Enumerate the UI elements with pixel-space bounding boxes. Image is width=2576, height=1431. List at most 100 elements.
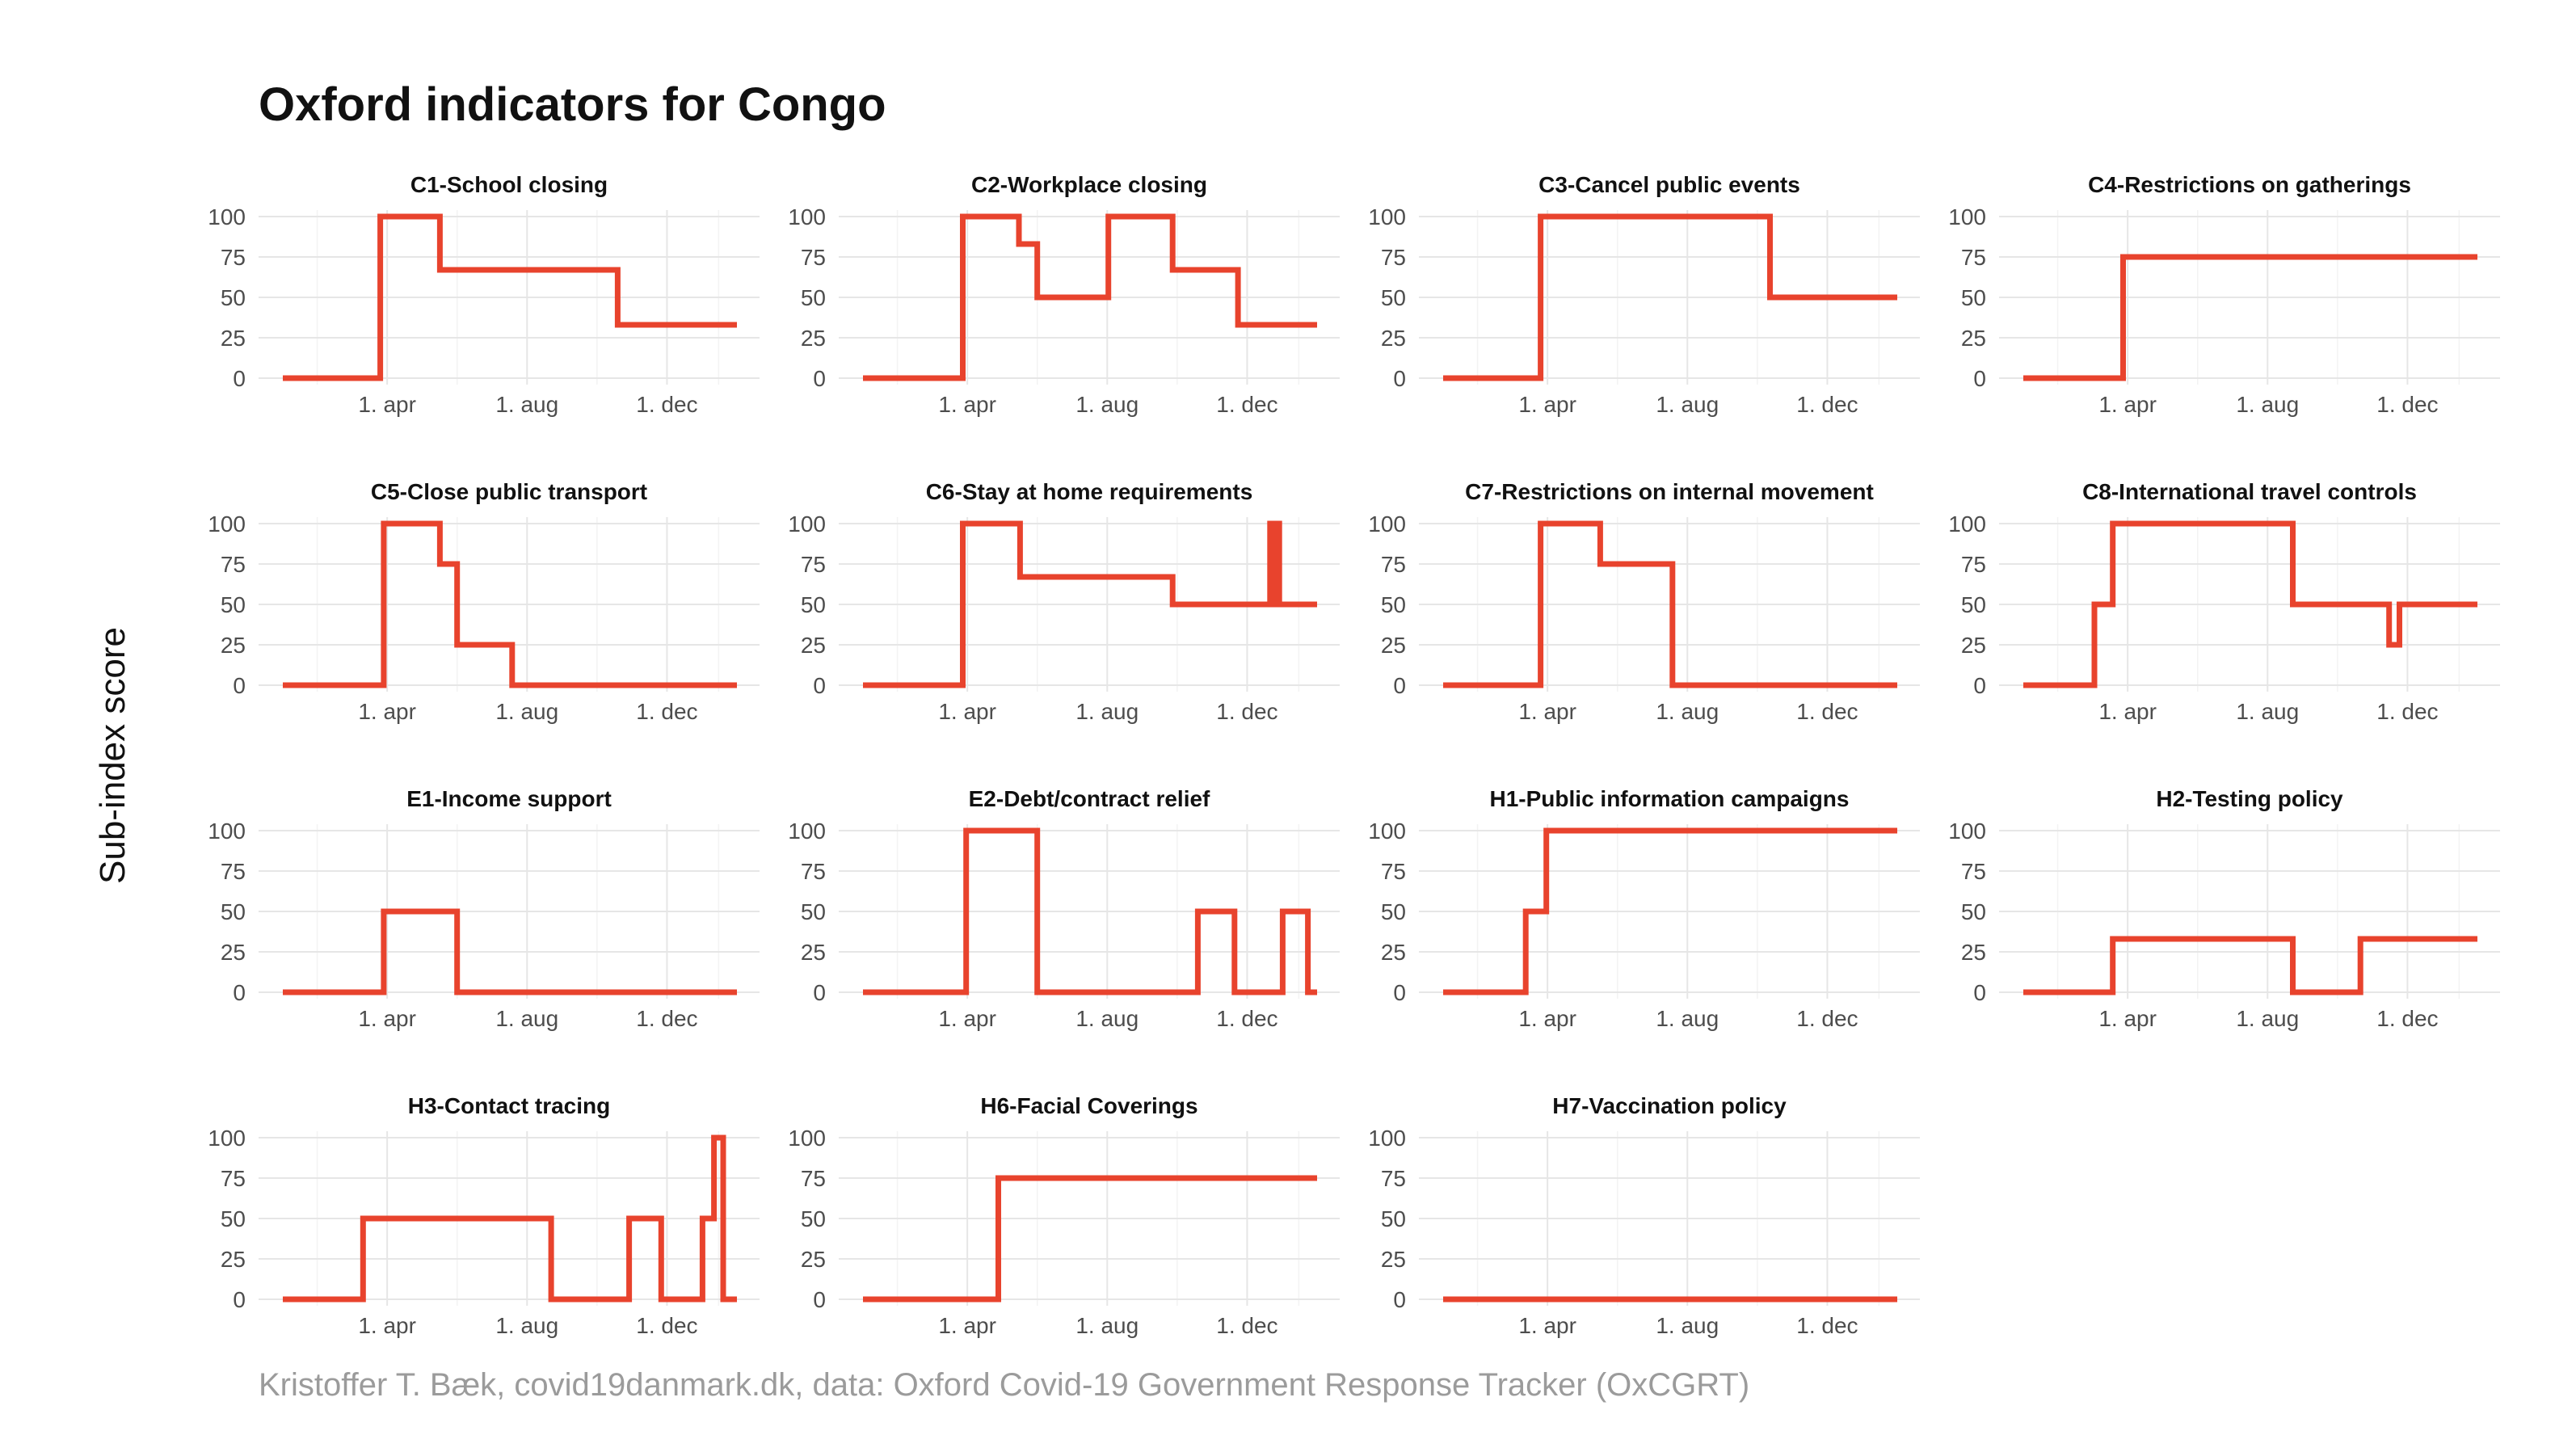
x-tick-label: 1. apr xyxy=(938,1006,996,1031)
y-tick-label: 100 xyxy=(1368,511,1406,537)
panel-title: H3-Contact tracing xyxy=(408,1093,610,1118)
facet-panel: 0 25 50 75 100 1. apr 1. aug 1. dec C4-Restricti… xyxy=(1948,172,2500,417)
y-tick-label: 0 xyxy=(233,1287,246,1312)
y-tick-label: 0 xyxy=(1393,366,1406,391)
facet-panel: 0 25 50 75 100 1. apr 1. aug 1. dec C7-Restricti… xyxy=(1368,479,1920,724)
caption: Kristoffer T. Bæk, covid19danmark.dk, da… xyxy=(259,1367,1750,1403)
x-tick-label: 1. aug xyxy=(2236,1006,2299,1031)
y-tick-label: 75 xyxy=(801,552,826,577)
x-tick-label: 1. aug xyxy=(495,392,558,417)
y-tick-label: 50 xyxy=(221,592,246,617)
x-tick-label: 1. apr xyxy=(938,699,996,724)
y-tick-label: 100 xyxy=(788,204,826,229)
series-line xyxy=(283,520,737,688)
x-tick-label: 1. aug xyxy=(1075,1006,1139,1031)
panel-title: C4-Restrictions on gatherings xyxy=(2088,172,2411,197)
y-tick-label: 75 xyxy=(221,245,246,270)
y-tick-label: 0 xyxy=(233,366,246,391)
panel-title: C1-School closing xyxy=(410,172,608,197)
series-line xyxy=(1443,213,1897,381)
y-tick-label: 25 xyxy=(801,940,826,965)
x-tick-label: 1. apr xyxy=(358,1006,416,1031)
y-tick-label: 25 xyxy=(1381,326,1406,351)
x-tick-label: 1. apr xyxy=(358,699,416,724)
panel-title: H7-Vaccination policy xyxy=(1552,1093,1787,1118)
panel-title: H2-Testing policy xyxy=(2156,786,2343,811)
x-tick-label: 1. apr xyxy=(2098,699,2157,724)
x-tick-label: 1. apr xyxy=(1518,392,1576,417)
y-tick-label: 75 xyxy=(1381,859,1406,884)
y-tick-label: 100 xyxy=(788,819,826,844)
series-line xyxy=(283,213,737,381)
y-tick-label: 25 xyxy=(1381,940,1406,965)
y-tick-label: 75 xyxy=(1961,245,1986,270)
y-tick-label: 75 xyxy=(801,1166,826,1191)
series-line xyxy=(1443,520,1897,688)
x-tick-label: 1. dec xyxy=(636,392,697,417)
x-tick-label: 1. aug xyxy=(495,1006,558,1031)
facet-panel: 0 25 50 75 100 1. apr 1. aug 1. dec C3-Cancel pu… xyxy=(1368,172,1920,417)
panel-title: C5-Close public transport xyxy=(371,479,647,504)
y-tick-label: 25 xyxy=(1381,1247,1406,1272)
x-tick-label: 1. aug xyxy=(2236,699,2299,724)
y-tick-label: 50 xyxy=(801,592,826,617)
y-tick-label: 25 xyxy=(221,940,246,965)
series-line xyxy=(863,213,1317,381)
series-line xyxy=(2023,936,2477,995)
y-tick-label: 50 xyxy=(1381,285,1406,310)
y-tick-label: 25 xyxy=(801,1247,826,1272)
x-tick-label: 1. dec xyxy=(2376,699,2438,724)
panel-title: C6-Stay at home requirements xyxy=(926,479,1253,504)
y-tick-label: 75 xyxy=(801,245,826,270)
x-tick-label: 1. apr xyxy=(938,1313,996,1338)
facet-panel: 0 25 50 75 100 1. apr 1. aug 1. dec H6-Facial Co… xyxy=(788,1093,1340,1338)
y-tick-label: 50 xyxy=(1961,899,1986,924)
facet-panel: 0 25 50 75 100 1. apr 1. aug 1. dec C2-Workplace… xyxy=(788,172,1340,417)
y-tick-label: 75 xyxy=(1381,245,1406,270)
y-tick-label: 0 xyxy=(1393,673,1406,698)
x-tick-label: 1. dec xyxy=(636,699,697,724)
x-tick-label: 1. dec xyxy=(1216,1006,1277,1031)
x-tick-label: 1. aug xyxy=(1075,699,1139,724)
y-tick-label: 100 xyxy=(788,1126,826,1151)
y-tick-label: 50 xyxy=(1961,285,1986,310)
y-tick-label: 25 xyxy=(1961,633,1986,658)
y-tick-label: 100 xyxy=(1948,819,1986,844)
panel-title: C3-Cancel public events xyxy=(1538,172,1800,197)
y-tick-label: 75 xyxy=(221,552,246,577)
chart-title: Oxford indicators for Congo xyxy=(259,78,886,131)
panel-title: C2-Workplace closing xyxy=(971,172,1207,197)
x-tick-label: 1. apr xyxy=(1518,699,1576,724)
y-tick-label: 100 xyxy=(208,204,246,229)
x-tick-label: 1. aug xyxy=(495,699,558,724)
series-line xyxy=(2023,254,2477,381)
facet-panel: 0 25 50 75 100 1. apr 1. aug 1. dec H3-Contact t… xyxy=(208,1093,760,1338)
series-line xyxy=(283,1134,737,1303)
y-tick-label: 25 xyxy=(221,1247,246,1272)
facet-panel: 0 25 50 75 100 1. apr 1. aug 1. dec C1-School cl… xyxy=(208,172,760,417)
facet-panel: 0 25 50 75 100 1. apr 1. aug 1. dec C6-Stay at h… xyxy=(788,479,1340,724)
y-tick-label: 0 xyxy=(233,673,246,698)
x-tick-label: 1. apr xyxy=(1518,1006,1576,1031)
y-tick-label: 0 xyxy=(233,980,246,1005)
y-tick-label: 75 xyxy=(221,859,246,884)
y-tick-label: 0 xyxy=(813,1287,826,1312)
y-tick-label: 100 xyxy=(208,1126,246,1151)
y-tick-label: 100 xyxy=(1948,204,1986,229)
x-tick-label: 1. aug xyxy=(1656,1006,1719,1031)
y-tick-label: 100 xyxy=(1948,511,1986,537)
panel-title: H6-Facial Coverings xyxy=(980,1093,1198,1118)
facet-panel: 0 25 50 75 100 1. apr 1. aug 1. dec H7-Vaccinati… xyxy=(1368,1093,1920,1338)
x-tick-label: 1. dec xyxy=(636,1006,697,1031)
facet-panel: 0 25 50 75 100 1. apr 1. aug 1. dec H2-Testing p… xyxy=(1948,786,2500,1031)
y-tick-label: 0 xyxy=(1973,673,1986,698)
x-tick-label: 1. dec xyxy=(2376,392,2438,417)
x-tick-label: 1. dec xyxy=(1216,1313,1277,1338)
y-tick-label: 75 xyxy=(1381,552,1406,577)
series-line xyxy=(863,520,1317,688)
y-tick-label: 100 xyxy=(1368,204,1406,229)
x-tick-label: 1. aug xyxy=(1075,1313,1139,1338)
panel-title: C8-International travel controls xyxy=(2082,479,2417,504)
x-tick-label: 1. aug xyxy=(495,1313,558,1338)
series-line xyxy=(1443,827,1897,995)
